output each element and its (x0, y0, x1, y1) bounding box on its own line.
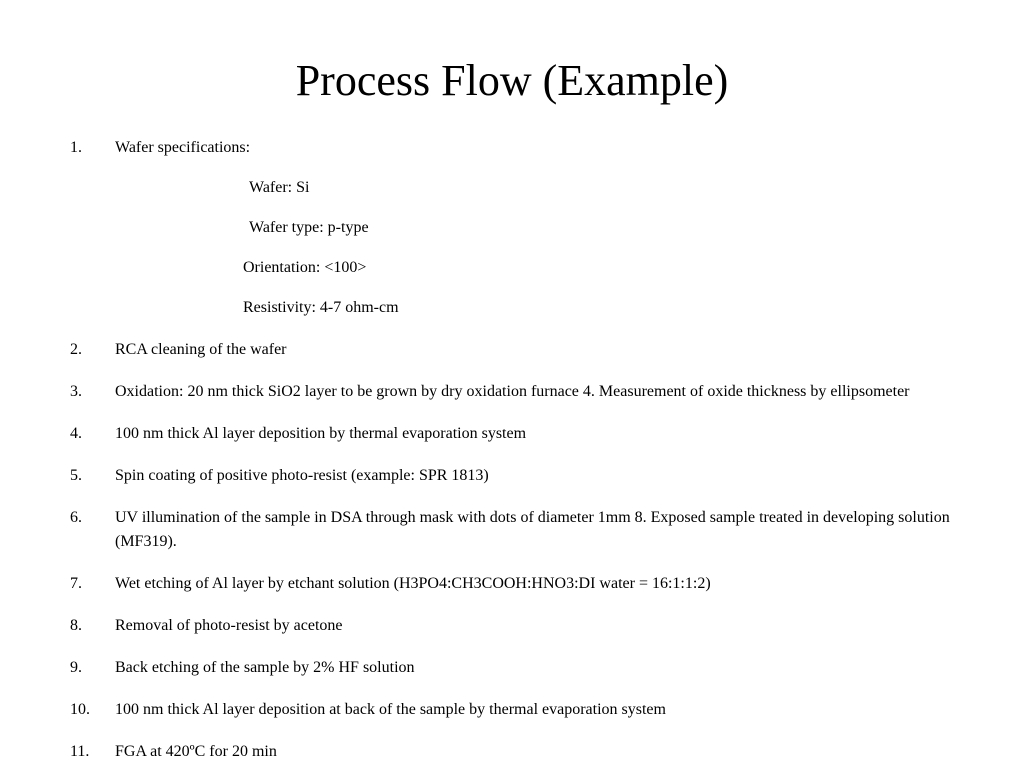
spec-item: Orientation: <100> (243, 256, 954, 280)
list-item: Back etching of the sample by 2% HF solu… (70, 656, 954, 680)
spec-item: Wafer: Si (243, 176, 954, 200)
item-heading: Wafer specifications: (115, 139, 250, 156)
list-item: FGA at 420ºC for 20 min (70, 740, 954, 764)
slide-title: Process Flow (Example) (70, 55, 954, 106)
process-list: Wafer specifications: Wafer: Si Wafer ty… (70, 136, 954, 764)
list-item: UV illumination of the sample in DSA thr… (70, 506, 954, 554)
spec-item: Resistivity: 4-7 ohm-cm (243, 296, 954, 320)
spec-item: Wafer type: p-type (243, 216, 954, 240)
list-item: Wet etching of Al layer by etchant solut… (70, 572, 954, 596)
list-item: RCA cleaning of the wafer (70, 338, 954, 362)
list-item: 100 nm thick Al layer deposition at back… (70, 698, 954, 722)
list-item: Spin coating of positive photo-resist (e… (70, 464, 954, 488)
list-item: Oxidation: 20 nm thick SiO2 layer to be … (70, 380, 954, 404)
slide-container: Process Flow (Example) Wafer specificati… (0, 0, 1024, 768)
list-item: 100 nm thick Al layer deposition by ther… (70, 422, 954, 446)
list-item: Removal of photo-resist by acetone (70, 614, 954, 638)
list-item: Wafer specifications: Wafer: Si Wafer ty… (70, 136, 954, 320)
spec-sublist: Wafer: Si Wafer type: p-type Orientation… (115, 176, 954, 320)
